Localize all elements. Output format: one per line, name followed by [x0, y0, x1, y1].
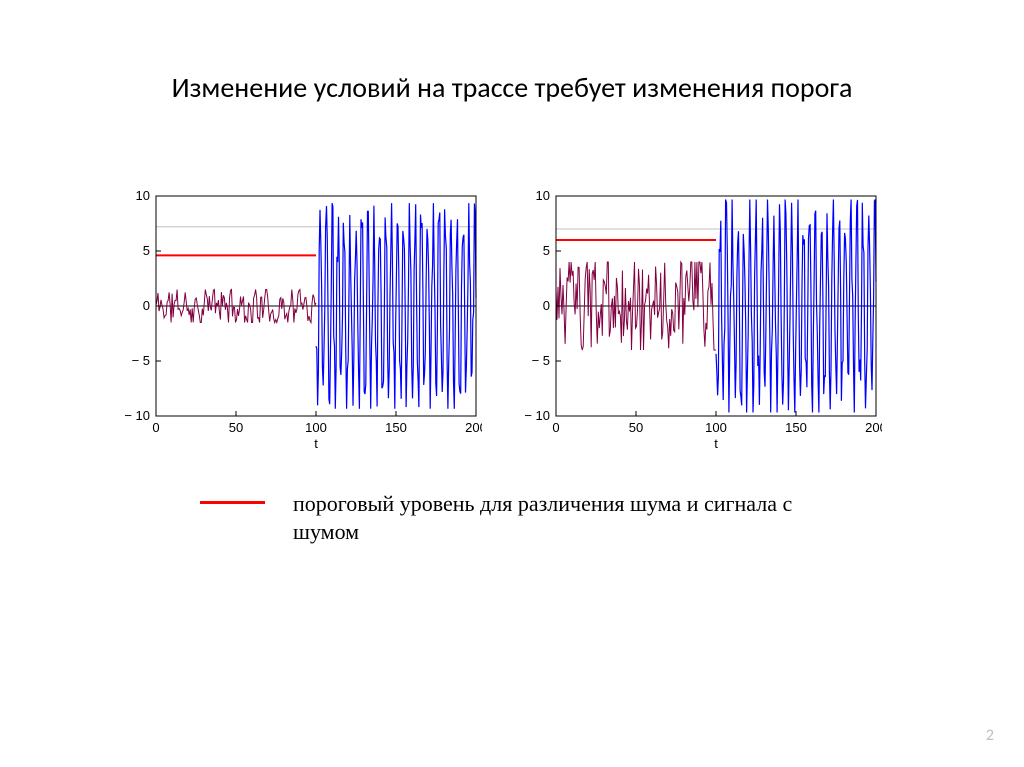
chart-left: − 10− 50510050100150200t — [118, 190, 498, 450]
ytick-label: 10 — [536, 190, 550, 203]
page-title: Изменение условий на трассе требует изме… — [0, 70, 1024, 105]
ytick-label: 5 — [543, 243, 550, 258]
legend-label: пороговый уровень для различения шума и … — [293, 490, 850, 545]
charts-container: − 10− 50510050100150200t − 10− 505100501… — [118, 190, 908, 450]
xtick-label: 50 — [229, 420, 243, 435]
xtick-label: 50 — [629, 420, 643, 435]
xlabel: t — [714, 436, 718, 450]
chart-right: − 10− 50510050100150200t — [518, 190, 898, 450]
ytick-label: − 10 — [524, 408, 550, 423]
xtick-label: 100 — [305, 420, 327, 435]
xtick-label: 200 — [465, 420, 482, 435]
ytick-label: − 5 — [532, 353, 550, 368]
xtick-label: 200 — [865, 420, 882, 435]
xtick-label: 0 — [152, 420, 159, 435]
ytick-label: 5 — [143, 243, 150, 258]
page-number: 2 — [986, 726, 994, 745]
xtick-label: 100 — [705, 420, 727, 435]
chart-svg: − 10− 50510050100150200t — [118, 190, 482, 450]
xtick-label: 150 — [785, 420, 807, 435]
xlabel: t — [314, 436, 318, 450]
xtick-label: 0 — [552, 420, 559, 435]
chart-svg: − 10− 50510050100150200t — [518, 190, 882, 450]
legend-line-icon — [200, 501, 265, 504]
ytick-label: 0 — [543, 298, 550, 313]
ytick-label: − 5 — [132, 353, 150, 368]
xtick-label: 150 — [385, 420, 407, 435]
ytick-label: − 10 — [124, 408, 150, 423]
ytick-label: 10 — [136, 190, 150, 203]
legend: пороговый уровень для различения шума и … — [200, 490, 850, 545]
ytick-label: 0 — [143, 298, 150, 313]
